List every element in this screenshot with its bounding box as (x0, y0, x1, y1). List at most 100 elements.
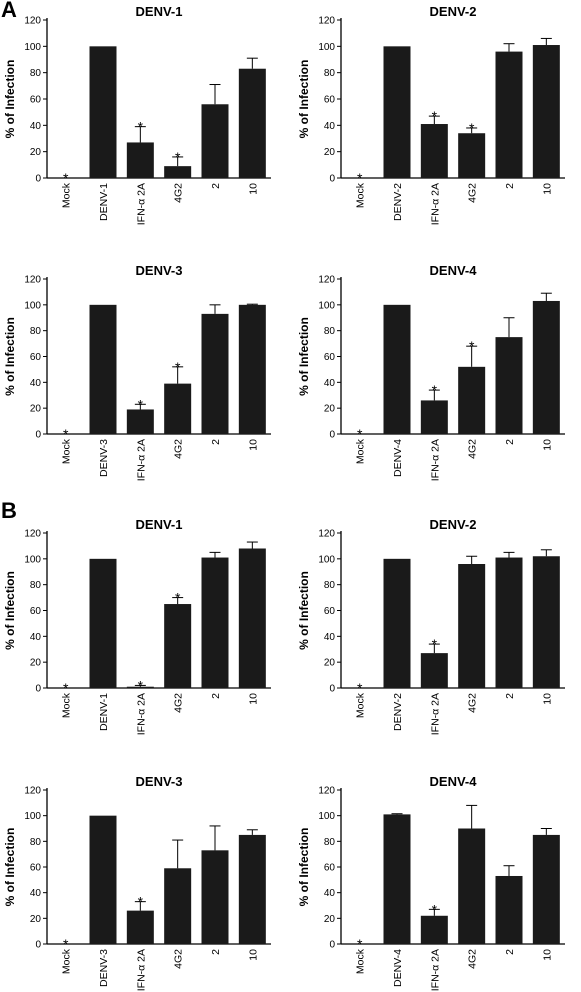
y-tick-label: 40 (324, 888, 336, 899)
y-axis-label: % of Infection (297, 60, 311, 139)
y-tick-label: 80 (30, 68, 42, 79)
y-tick-label: 80 (30, 837, 42, 848)
bar (164, 604, 192, 688)
y-tick-label: 80 (324, 326, 336, 337)
x-tick-label: Mock (61, 692, 73, 718)
bar (532, 834, 560, 944)
x-tick-label: Mock (61, 948, 73, 974)
y-tick-label: 40 (324, 378, 336, 389)
y-tick-label: 20 (324, 658, 336, 669)
y-tick-label: 120 (318, 529, 335, 540)
x-tick-label: 10 (247, 693, 259, 705)
chart-3: DENV-4% of Infection020406080100120*Mock… (297, 263, 565, 481)
y-tick-label: 100 (24, 811, 41, 822)
x-tick-label: 2 (504, 183, 516, 189)
x-tick-label: 10 (541, 949, 553, 961)
y-axis-label: % of Infection (3, 317, 17, 396)
bar (164, 383, 192, 434)
y-tick-label: 20 (30, 658, 42, 669)
bar (383, 46, 411, 179)
x-tick-label: Mock (61, 182, 73, 208)
y-tick-label: 100 (318, 554, 335, 565)
x-tick-label: 4G2 (173, 693, 185, 713)
x-tick-label: 10 (541, 693, 553, 705)
bar (201, 104, 229, 178)
y-axis-label: % of Infection (3, 60, 17, 139)
chart-6: DENV-3% of Infection020406080100120*Mock… (3, 774, 271, 991)
x-tick-label: DENV-3 (98, 949, 110, 987)
x-tick-label: IFN-α 2A (429, 949, 441, 991)
significance-star: * (63, 170, 69, 186)
significance-star: * (432, 382, 438, 398)
y-tick-label: 0 (35, 940, 41, 951)
y-tick-label: 80 (30, 326, 42, 337)
y-tick-label: 0 (329, 174, 335, 185)
significance-star: * (63, 680, 69, 696)
y-tick-label: 100 (318, 811, 335, 822)
bar (495, 337, 523, 434)
y-tick-label: 0 (35, 174, 41, 185)
significance-star: * (357, 936, 363, 952)
bar (458, 133, 486, 178)
significance-star: * (357, 426, 363, 442)
y-tick-label: 120 (24, 275, 41, 286)
x-tick-label: 10 (247, 439, 259, 451)
chart-1: DENV-2% of Infection020406080100120*Mock… (297, 4, 565, 225)
x-tick-label: 10 (247, 949, 259, 961)
bar (495, 875, 523, 944)
bar (201, 557, 229, 688)
y-tick-label: 60 (324, 352, 336, 363)
x-tick-label: 2 (210, 183, 222, 189)
x-tick-label: DENV-1 (98, 183, 110, 221)
bar (126, 409, 154, 434)
x-tick-label: IFN-α 2A (429, 693, 441, 735)
x-tick-label: IFN-α 2A (429, 183, 441, 225)
bar (164, 166, 192, 178)
significance-star: * (432, 636, 438, 652)
panel-letter-a: A (1, 0, 17, 22)
bar (532, 45, 560, 179)
x-tick-label: Mock (61, 438, 73, 464)
chart-title: DENV-2 (430, 517, 477, 532)
x-tick-label: DENV-4 (392, 439, 404, 477)
y-tick-label: 20 (324, 147, 336, 158)
x-tick-label: 2 (210, 693, 222, 699)
y-tick-label: 100 (318, 300, 335, 311)
y-tick-label: 80 (324, 580, 336, 591)
bar (420, 124, 448, 178)
chart-title: DENV-4 (430, 774, 478, 789)
y-tick-label: 120 (318, 16, 335, 27)
chart-4: DENV-1% of Infection020406080100120*Mock… (3, 517, 271, 735)
y-tick-label: 0 (35, 430, 41, 441)
y-tick-label: 40 (324, 632, 336, 643)
x-tick-label: Mock (355, 182, 367, 208)
y-tick-label: 20 (30, 914, 42, 925)
y-tick-label: 40 (324, 121, 336, 132)
bar (495, 557, 523, 688)
y-tick-label: 100 (318, 42, 335, 53)
y-tick-label: 100 (24, 554, 41, 565)
y-tick-label: 20 (324, 404, 336, 415)
x-tick-label: 4G2 (173, 183, 185, 203)
chart-7: DENV-4% of Infection020406080100120*Mock… (297, 774, 565, 991)
y-tick-label: 120 (24, 786, 41, 797)
x-tick-label: 10 (541, 183, 553, 195)
chart-0: DENV-1% of Infection020406080100120*Mock… (3, 4, 271, 225)
x-tick-label: 2 (210, 439, 222, 445)
y-tick-label: 120 (318, 786, 335, 797)
x-tick-label: Mock (355, 692, 367, 718)
y-axis-label: % of Infection (297, 571, 311, 650)
significance-star: * (138, 894, 144, 910)
chart-title: DENV-4 (430, 263, 478, 278)
x-tick-label: IFN-α 2A (135, 693, 147, 735)
y-tick-label: 120 (24, 16, 41, 27)
y-tick-label: 20 (30, 404, 42, 415)
bar (126, 910, 154, 944)
y-tick-label: 80 (324, 837, 336, 848)
chart-2: DENV-3% of Infection020406080100120*Mock… (3, 263, 271, 481)
bar (89, 558, 117, 688)
significance-star: * (357, 680, 363, 696)
bar (458, 828, 486, 944)
significance-star: * (63, 936, 69, 952)
bar (532, 300, 560, 434)
